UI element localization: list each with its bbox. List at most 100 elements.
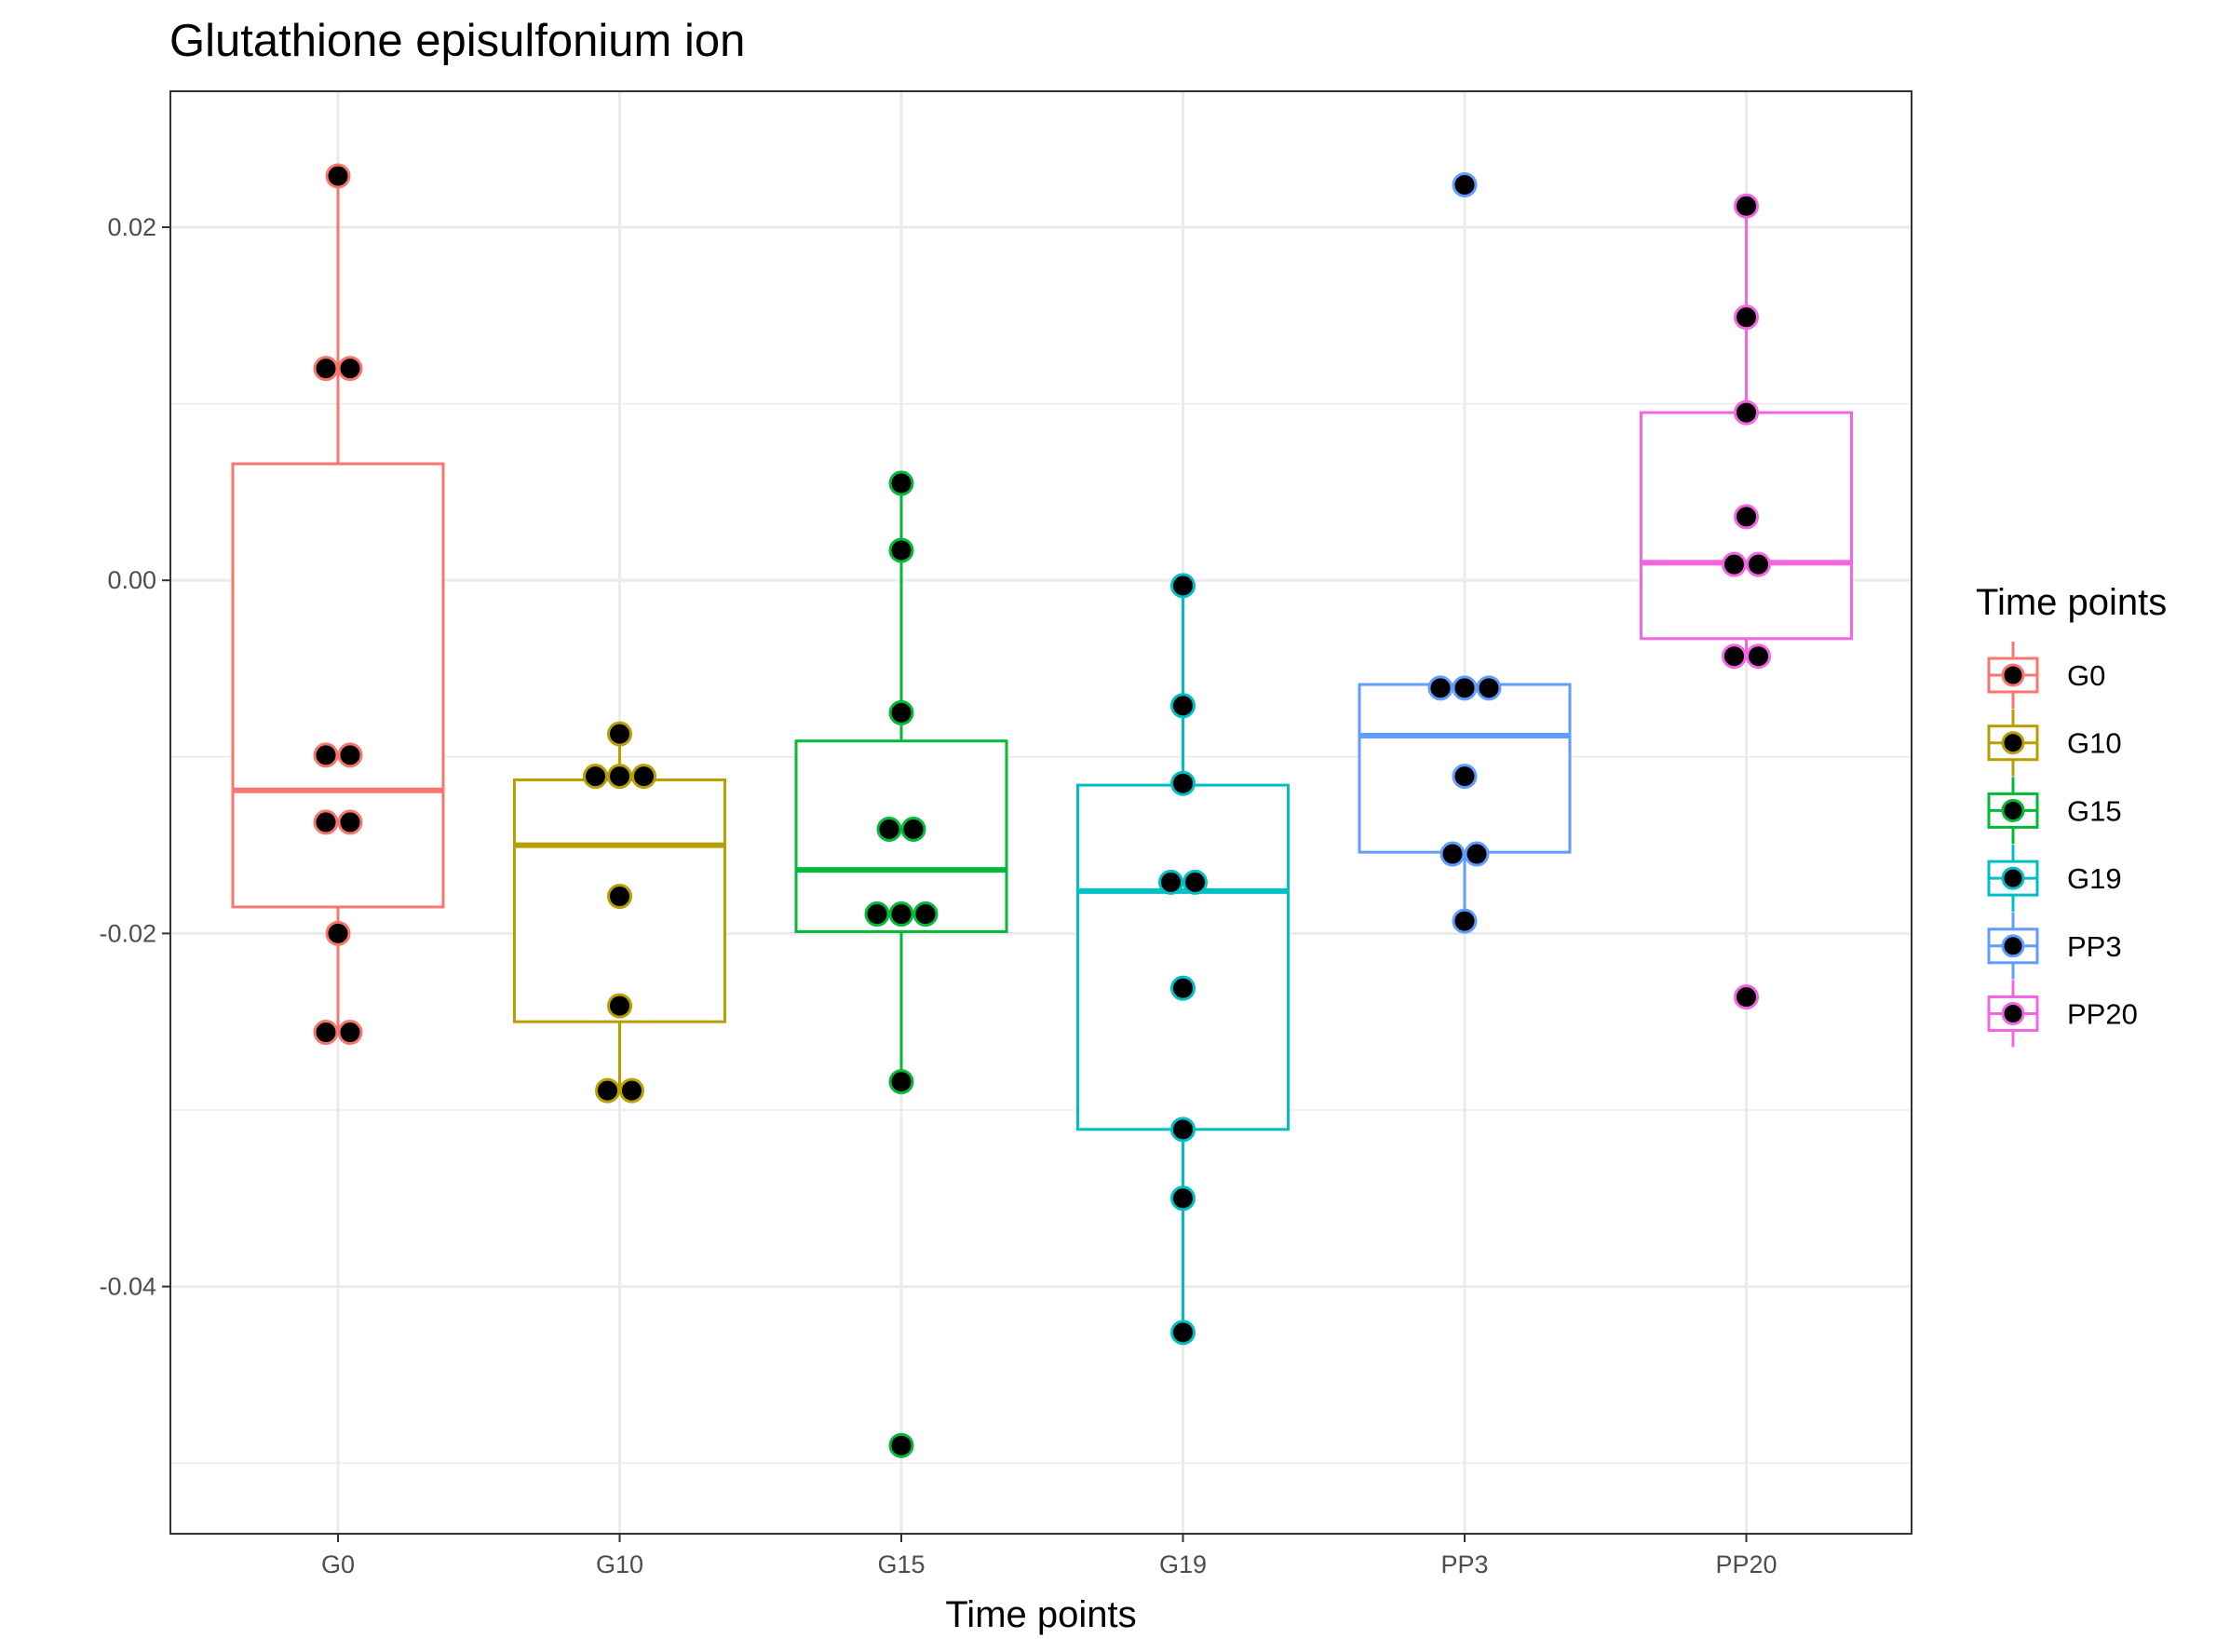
data-point: [888, 1069, 914, 1095]
box-iqr: [1358, 683, 1572, 854]
data-point: [1439, 841, 1466, 867]
box-iqr: [513, 778, 726, 1023]
data-point: [313, 1020, 339, 1046]
box-g0: [231, 176, 445, 1033]
data-point: [607, 721, 632, 747]
data-point: [1452, 171, 1478, 197]
data-point: [1158, 869, 1183, 895]
data-point: [1170, 1185, 1196, 1212]
legend-item-g15: G15: [1987, 777, 2122, 845]
data-point: [1170, 1320, 1196, 1346]
data-point: [1746, 643, 1771, 670]
y-tick-label: -0.04: [99, 1273, 156, 1301]
points-g19: [1158, 573, 1208, 1346]
legend-label: G15: [2067, 794, 2122, 827]
plot-panel-border: [169, 90, 1912, 1535]
chart-title: Glutathione episulfonium ion: [169, 16, 745, 66]
data-point: [888, 699, 914, 725]
legend-item-g19: G19: [1987, 845, 2122, 913]
data-point: [1452, 908, 1478, 934]
box-g15: [794, 482, 1008, 1082]
data-point: [607, 993, 632, 1019]
box-pp3: [1358, 683, 1572, 922]
legend-item-g0: G0: [1987, 642, 2105, 709]
y-tick-label: 0.00: [107, 566, 156, 594]
data-point: [1476, 675, 1502, 701]
box-iqr: [794, 739, 1008, 933]
data-point: [888, 901, 914, 928]
data-point: [1464, 841, 1490, 867]
data-point: [325, 163, 351, 189]
y-tick-label: 0.02: [107, 213, 156, 241]
data-point: [337, 1020, 363, 1046]
legend-item-pp3: PP3: [1987, 912, 2122, 980]
data-point: [1170, 573, 1196, 599]
data-point: [900, 817, 926, 843]
data-point: [631, 764, 656, 790]
data-point: [1734, 399, 1759, 426]
x-tick-label: PP20: [1715, 1550, 1777, 1578]
legend-label: G10: [2067, 727, 2122, 760]
data-point: [888, 537, 914, 563]
legend-item-pp20: PP20: [1987, 980, 2138, 1048]
box-iqr: [231, 462, 445, 909]
legend-label: G0: [2067, 659, 2105, 692]
legend-key-point: [2001, 866, 2025, 890]
x-axis-title: Time points: [945, 1594, 1136, 1635]
points-pp3: [1427, 171, 1502, 934]
plot-panel: [170, 91, 1912, 1534]
legend-key-point: [2001, 731, 2025, 755]
x-tick-label: G19: [1159, 1550, 1207, 1578]
legend: Time points G0 G10 G15 G19 PP3 PP20: [1976, 582, 2167, 1048]
data-point: [1734, 984, 1759, 1010]
legend-label: PP3: [2067, 930, 2122, 963]
data-point: [1170, 693, 1196, 719]
data-point: [864, 901, 890, 928]
data-point: [607, 764, 632, 790]
data-point: [337, 809, 363, 835]
data-point: [595, 1077, 620, 1104]
y-axis: 0.02 0.00 -0.02 -0.04: [99, 213, 170, 1301]
data-point: [1427, 675, 1453, 701]
data-point: [1734, 305, 1759, 331]
data-point: [1746, 551, 1771, 577]
points-g0: [313, 163, 363, 1046]
data-point: [325, 920, 351, 946]
x-tick-label: PP3: [1440, 1550, 1488, 1578]
data-point: [1183, 869, 1208, 895]
x-tick-label: G15: [877, 1550, 925, 1578]
data-point: [1170, 770, 1196, 796]
legend-items: G0 G10 G15 G19 PP3 PP20: [1987, 642, 2138, 1048]
data-point: [1722, 643, 1747, 670]
data-point: [888, 1432, 914, 1458]
data-point: [1452, 764, 1478, 790]
data-point: [313, 356, 339, 382]
data-point: [1734, 193, 1759, 219]
data-point: [888, 470, 914, 496]
legend-key-point: [2001, 798, 2025, 822]
y-tick-label: -0.02: [99, 919, 156, 947]
points-g15: [864, 470, 939, 1458]
points-g10: [583, 721, 656, 1104]
data-point: [313, 742, 339, 768]
legend-key-point: [2001, 663, 2025, 687]
legend-item-g10: G10: [1987, 709, 2122, 777]
data-point: [1170, 975, 1196, 1001]
data-point: [337, 356, 363, 382]
legend-label: PP20: [2067, 998, 2138, 1031]
data-point: [607, 884, 632, 910]
data-point: [337, 742, 363, 768]
x-axis: G0 G10 G15 G19 PP3 PP20: [321, 1534, 1777, 1578]
legend-key-point: [2001, 1002, 2025, 1025]
data-point: [583, 764, 608, 790]
data-points: [313, 163, 1771, 1458]
box-iqr: [1076, 783, 1290, 1131]
data-point: [313, 809, 339, 835]
data-point: [619, 1077, 644, 1104]
points-pp20: [1722, 193, 1771, 1010]
legend-key-point: [2001, 934, 2025, 958]
data-point: [876, 817, 902, 843]
box-g10: [513, 734, 726, 1091]
data-point: [1170, 1117, 1196, 1143]
